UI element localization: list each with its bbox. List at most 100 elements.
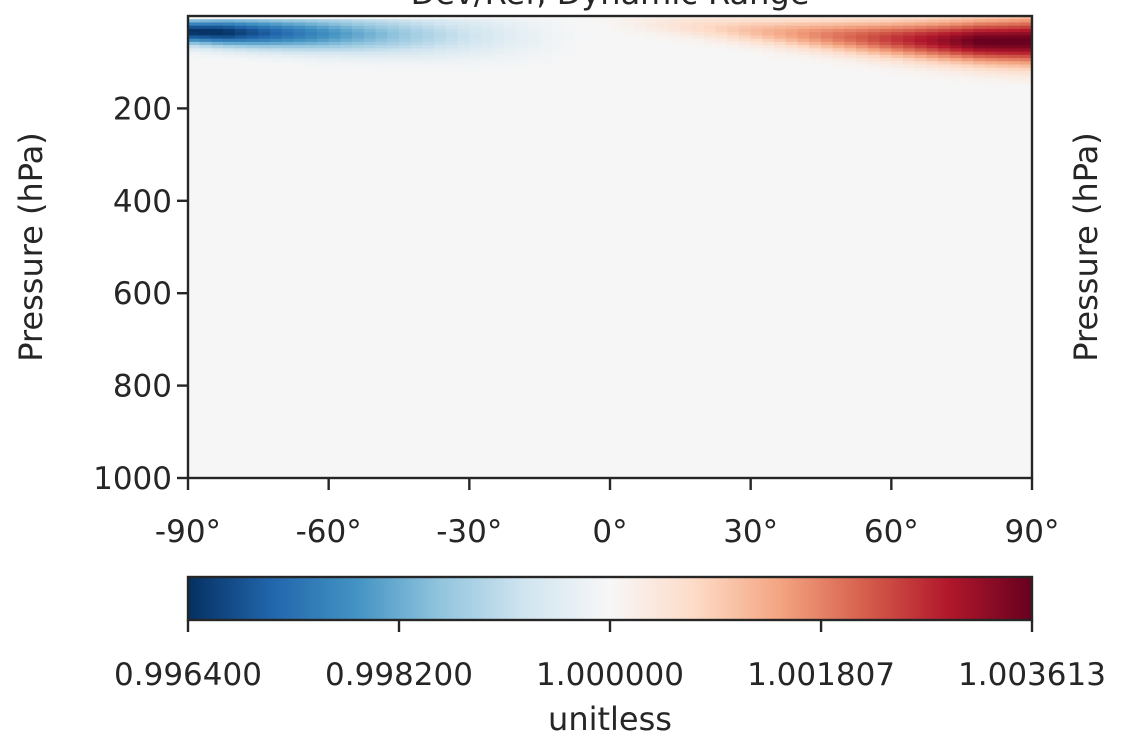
heatmap-cell — [809, 61, 822, 66]
heatmap-cell — [938, 22, 951, 27]
heatmap-cell — [949, 58, 963, 62]
heatmap-cell — [457, 61, 470, 66]
heatmap-cell — [832, 48, 846, 53]
heatmap-cell — [856, 61, 869, 66]
heatmap-cell — [234, 58, 248, 62]
heatmap-cell — [598, 22, 611, 27]
y-axis: 200 400 600 800 1000 — [93, 91, 188, 497]
heatmap-cell — [949, 80, 963, 85]
heatmap-cell — [516, 61, 529, 66]
heatmap-cell — [973, 74, 986, 79]
heatmap-cell — [891, 54, 904, 59]
heatmap-cell — [352, 25, 365, 30]
heatmap-cell — [563, 22, 576, 27]
heatmap-cell — [996, 67, 1010, 72]
heatmap-cell — [867, 58, 881, 62]
heatmap-cell — [399, 35, 412, 40]
heatmap-cell — [434, 38, 447, 43]
heatmap-cell — [305, 32, 318, 37]
heatmap-cell — [668, 38, 681, 43]
heatmap-cell — [949, 54, 963, 59]
heatmap-cell — [211, 45, 224, 49]
heatmap-cell — [867, 35, 881, 40]
heatmap-cell — [281, 54, 295, 59]
heatmap-cell — [375, 45, 388, 49]
heatmap-cell — [867, 41, 881, 46]
heatmap-cell — [1020, 35, 1032, 40]
heatmap-cell — [223, 25, 236, 30]
heatmap-cell — [891, 35, 904, 40]
heatmap-cell — [328, 54, 341, 59]
heatmap-cell — [457, 64, 470, 69]
heatmap-cell — [961, 22, 974, 27]
heatmap-cell — [961, 16, 974, 20]
heatmap-cell — [949, 32, 963, 37]
heatmap-cell — [996, 61, 1010, 66]
heatmap-cell — [762, 45, 775, 49]
heatmap-cell — [457, 19, 470, 24]
heatmap-cell — [891, 61, 904, 66]
heatmap-cell — [821, 22, 834, 27]
heatmap-cell — [949, 28, 963, 33]
heatmap-cell — [481, 64, 494, 69]
heatmap-cell — [703, 41, 717, 46]
heatmap-cell — [1020, 70, 1032, 75]
heatmap-cell — [938, 74, 951, 79]
heatmap-cell — [949, 48, 963, 53]
heatmap-cell — [879, 70, 892, 75]
heatmap-cell — [328, 28, 341, 33]
heatmap-cell — [985, 54, 998, 59]
heatmap-cell — [797, 48, 810, 53]
heatmap-cell — [985, 74, 998, 79]
heatmap-cell — [797, 54, 810, 59]
heatmap-cell — [527, 48, 541, 53]
heatmap-cell — [750, 16, 763, 20]
heatmap-cell — [938, 25, 951, 30]
heatmap-cell — [856, 64, 869, 69]
heatmap-cell — [328, 19, 341, 24]
heatmap-cell — [973, 61, 986, 66]
heatmap-cell — [762, 22, 775, 27]
heatmap-cell — [1020, 38, 1032, 43]
heatmap-cell — [891, 28, 904, 33]
heatmap-cell — [188, 28, 201, 33]
heatmap-cell — [867, 22, 881, 27]
heatmap-cell — [903, 54, 916, 59]
heatmap-cell — [797, 41, 810, 46]
heatmap-cell — [1008, 38, 1021, 43]
heatmap-cell — [879, 48, 892, 53]
heatmap-cell — [410, 35, 424, 40]
heatmap-cell — [410, 51, 424, 56]
heatmap-cell — [199, 19, 213, 24]
heatmap-cell — [410, 61, 424, 66]
heatmap-cell — [668, 19, 681, 24]
heatmap-cell — [375, 28, 388, 33]
heatmap-cell — [821, 54, 834, 59]
heatmap-cell — [340, 28, 353, 33]
heatmap-cell — [270, 22, 283, 27]
heatmap-cell — [903, 64, 916, 69]
colorbar — [186, 575, 1034, 622]
heatmap-cell — [633, 25, 646, 30]
heatmap-cell — [527, 58, 541, 62]
heatmap-cell — [258, 22, 271, 27]
heatmap-cell — [469, 38, 482, 43]
heatmap-cell — [727, 41, 740, 46]
heatmap-cell — [434, 32, 447, 37]
heatmap-cell — [949, 61, 963, 66]
heatmap-cell — [539, 25, 552, 30]
heatmap-cell — [492, 41, 506, 46]
heatmap-cell — [293, 35, 306, 40]
heatmap-cell — [422, 48, 435, 53]
heatmap-cell — [258, 19, 271, 24]
heatmap-cell — [434, 61, 447, 66]
heatmap-cell — [539, 58, 552, 62]
heatmap-cell — [715, 19, 728, 24]
heatmap-cell — [328, 51, 341, 56]
heatmap-cell — [445, 48, 459, 53]
heatmap-cell — [422, 51, 435, 56]
heatmap-cell — [563, 51, 576, 56]
heatmap-cell — [457, 48, 470, 53]
heatmap-cell — [223, 19, 236, 24]
heatmap-cell — [305, 25, 318, 30]
